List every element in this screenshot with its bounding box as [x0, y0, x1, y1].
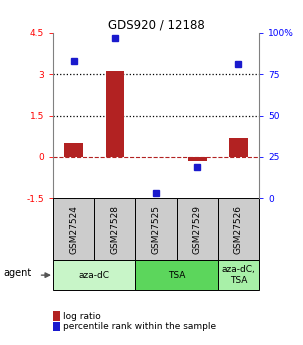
Bar: [218, 260, 259, 290]
Text: GSM27526: GSM27526: [234, 205, 243, 254]
Bar: [229, 138, 248, 157]
Text: GSM27525: GSM27525: [152, 205, 161, 254]
Title: GDS920 / 12188: GDS920 / 12188: [108, 19, 205, 32]
Text: agent: agent: [3, 268, 31, 278]
Text: aza-dC,
TSA: aza-dC, TSA: [221, 265, 255, 285]
Bar: [135, 198, 177, 260]
Bar: [64, 143, 83, 157]
Text: percentile rank within the sample: percentile rank within the sample: [63, 322, 216, 331]
Bar: [105, 71, 124, 157]
Bar: [218, 198, 259, 260]
Text: GSM27524: GSM27524: [69, 205, 78, 254]
Bar: [135, 260, 218, 290]
Text: aza-dC: aza-dC: [79, 270, 110, 280]
Bar: [53, 260, 135, 290]
Text: log ratio: log ratio: [63, 312, 101, 321]
Text: TSA: TSA: [168, 270, 185, 280]
Bar: [53, 198, 94, 260]
Text: GSM27529: GSM27529: [193, 205, 202, 254]
Bar: [188, 157, 207, 160]
Bar: [94, 198, 135, 260]
Text: GSM27528: GSM27528: [110, 205, 119, 254]
Bar: [177, 198, 218, 260]
